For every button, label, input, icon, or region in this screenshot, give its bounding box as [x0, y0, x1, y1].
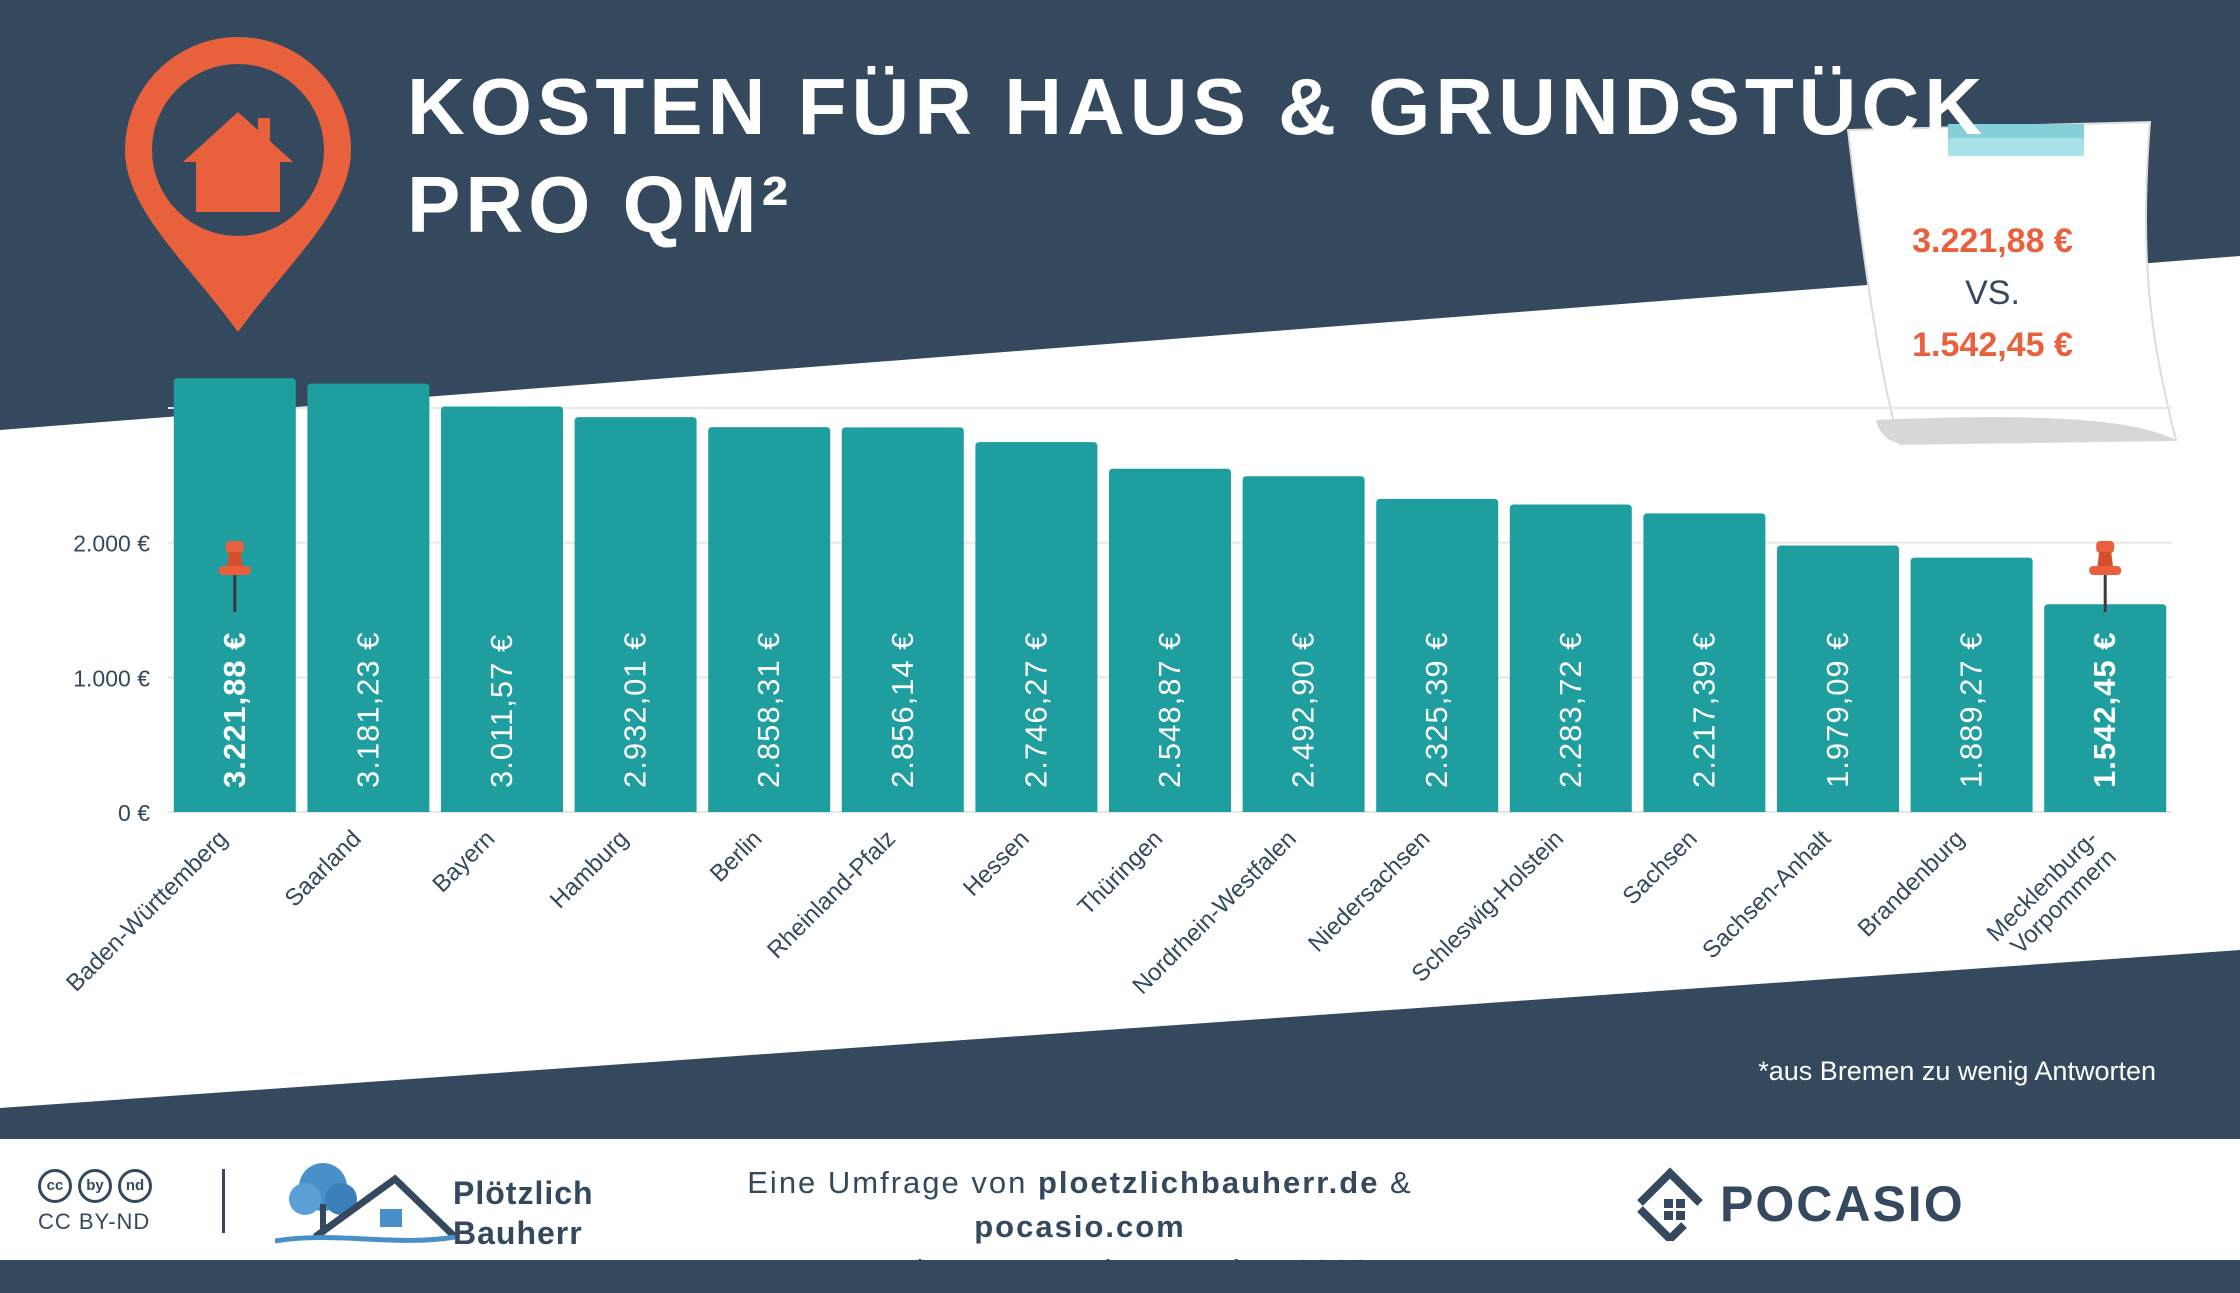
- brand-pocasio: POCASIO: [1720, 1176, 1965, 1232]
- pushpin-icon: [2089, 541, 2122, 612]
- credit-part-2: &: [1379, 1165, 1413, 1200]
- x-tick-label: Schleswig-Holstein: [1407, 825, 1569, 987]
- x-tick-label: Baden-Württemberg: [61, 825, 233, 997]
- bar: [1643, 513, 1766, 812]
- bar-value-label: 2.548,87 €: [1152, 631, 1187, 788]
- bar-value-label: 3.011,57 €: [484, 634, 519, 788]
- x-tick-label: Niedersachsen: [1303, 825, 1435, 957]
- bar-value-label: 1.889,27 €: [1954, 631, 1989, 788]
- bar: [708, 427, 831, 812]
- y-axis: 0 € 1.000 € 2.000 € 3.000 €: [73, 396, 150, 826]
- note-comparison: 3.221,88 € VS. 1.542,45 €: [1870, 215, 2115, 371]
- footer: cc by nd CC BY-ND Plötzlich Bauherr Eine…: [0, 1139, 2240, 1288]
- bar-chart: 0 € 1.000 € 2.000 € 3.000 € 3.221,88 € 3.181…: [61, 378, 2172, 1000]
- bar-value-label: 2.932,01 €: [618, 631, 653, 788]
- bar: [1109, 468, 1231, 812]
- x-tick-label: Hamburg: [545, 825, 634, 914]
- bar: [1777, 545, 1899, 812]
- by-icon: by: [78, 1169, 112, 1203]
- bar-value-label: 2.492,90 €: [1286, 631, 1321, 788]
- ploetzlich-bauherr-logo: [275, 1163, 458, 1244]
- x-tick-label: Saarland: [280, 825, 367, 912]
- bar-value-label: 2.858,31 €: [751, 631, 786, 788]
- bar: [841, 427, 964, 812]
- credit-link-pocasio[interactable]: pocasio.com: [974, 1209, 1186, 1244]
- license-block: cc by nd CC BY-ND: [38, 1169, 168, 1235]
- note-value-high: 3.221,88 €: [1912, 222, 2073, 260]
- bar-value-label: 2.217,39 €: [1686, 631, 1721, 788]
- bar: [441, 406, 563, 812]
- house-outline-icon: [275, 1174, 458, 1244]
- bar-value-label: 3.221,88 €: [217, 631, 252, 788]
- brand-line-2: Bauherr: [453, 1215, 583, 1251]
- bar: [307, 383, 430, 812]
- credit-part-1: Eine Umfrage von: [747, 1165, 1038, 1200]
- pocasio-logo-icon: [1637, 1167, 1703, 1241]
- house-icon: [183, 112, 293, 212]
- y-tick-label: 1.000 €: [73, 665, 150, 691]
- note-versus: VS.: [1965, 274, 2020, 312]
- divider: [222, 1169, 225, 1233]
- bar-value-label: 1.542,45 €: [2087, 631, 2122, 788]
- page-title: KOSTEN FÜR HAUS & GRUNDSTÜCK PRO QM²: [407, 58, 1987, 254]
- x-tick-label: Bayern: [427, 825, 500, 898]
- credit-text: Eine Umfrage von ploetzlichbauherr.de & …: [700, 1161, 1460, 1293]
- bar-value-label: 2.856,14 €: [885, 631, 920, 788]
- bar-value-label: 2.746,27 €: [1018, 631, 1053, 788]
- bar-value-label: 2.283,72 €: [1553, 631, 1588, 788]
- credit-part-3: zu Hausbau Kosten | November 2022: [788, 1253, 1372, 1288]
- y-tick-label: 2.000 €: [73, 531, 150, 557]
- footnote: *aus Bremen zu wenig Antworten: [1758, 1056, 2156, 1086]
- bar: [1242, 476, 1365, 812]
- x-tick-label: Hessen: [958, 825, 1035, 902]
- x-tick-label: Berlin: [705, 825, 767, 887]
- bars: 3.221,88 € 3.181,23 € 3.011,57 € 2.932,01 €…: [173, 378, 2167, 812]
- bar-value-label: 2.325,39 €: [1419, 631, 1454, 788]
- x-axis: Baden-Württemberg Saarland Bayern Hamburg Be…: [61, 825, 2122, 1000]
- note-paper: [1846, 120, 2178, 446]
- location-pin-icon: [125, 37, 351, 332]
- brand-line-1: Plötzlich: [453, 1175, 594, 1211]
- y-tick-label: 3.000 €: [73, 396, 150, 422]
- bar: [1910, 557, 2033, 812]
- nd-icon: nd: [118, 1169, 152, 1203]
- title-line-2: PRO QM²: [407, 160, 794, 249]
- cc-icon: cc: [38, 1169, 72, 1203]
- x-tick-label: Thüringen: [1073, 825, 1169, 921]
- x-tick-label: Rheinland-Pfalz: [762, 825, 901, 964]
- title-line-1: KOSTEN FÜR HAUS & GRUNDSTÜCK: [407, 62, 1987, 151]
- x-tick-label: Sachsen: [1618, 825, 1703, 910]
- bar: [1376, 498, 1499, 812]
- bar: [1509, 504, 1632, 812]
- bar: [2044, 604, 2167, 812]
- x-tick-label: Mecklenburg-Vorpommern: [1982, 825, 2122, 965]
- license-label: CC BY-ND: [38, 1209, 151, 1234]
- bar-value-label: 1.979,09 €: [1820, 631, 1855, 788]
- bar: [975, 442, 1098, 812]
- note-value-low: 1.542,45 €: [1912, 326, 2073, 364]
- bar: [574, 417, 697, 812]
- tree-icon: [289, 1163, 357, 1234]
- x-tick-label: Sachsen-Anhalt: [1697, 825, 1836, 964]
- x-tick-label: Brandenburg: [1853, 825, 1970, 942]
- bar-value-label: 3.181,23 €: [350, 631, 385, 788]
- pushpin-icon: [218, 541, 251, 612]
- brand-ploetzlich-bauherr: Plötzlich Bauherr: [453, 1173, 594, 1253]
- y-tick-label: 0 €: [118, 800, 150, 826]
- credit-link-ploetzlichbauherr[interactable]: ploetzlichbauherr.de: [1037, 1165, 1380, 1200]
